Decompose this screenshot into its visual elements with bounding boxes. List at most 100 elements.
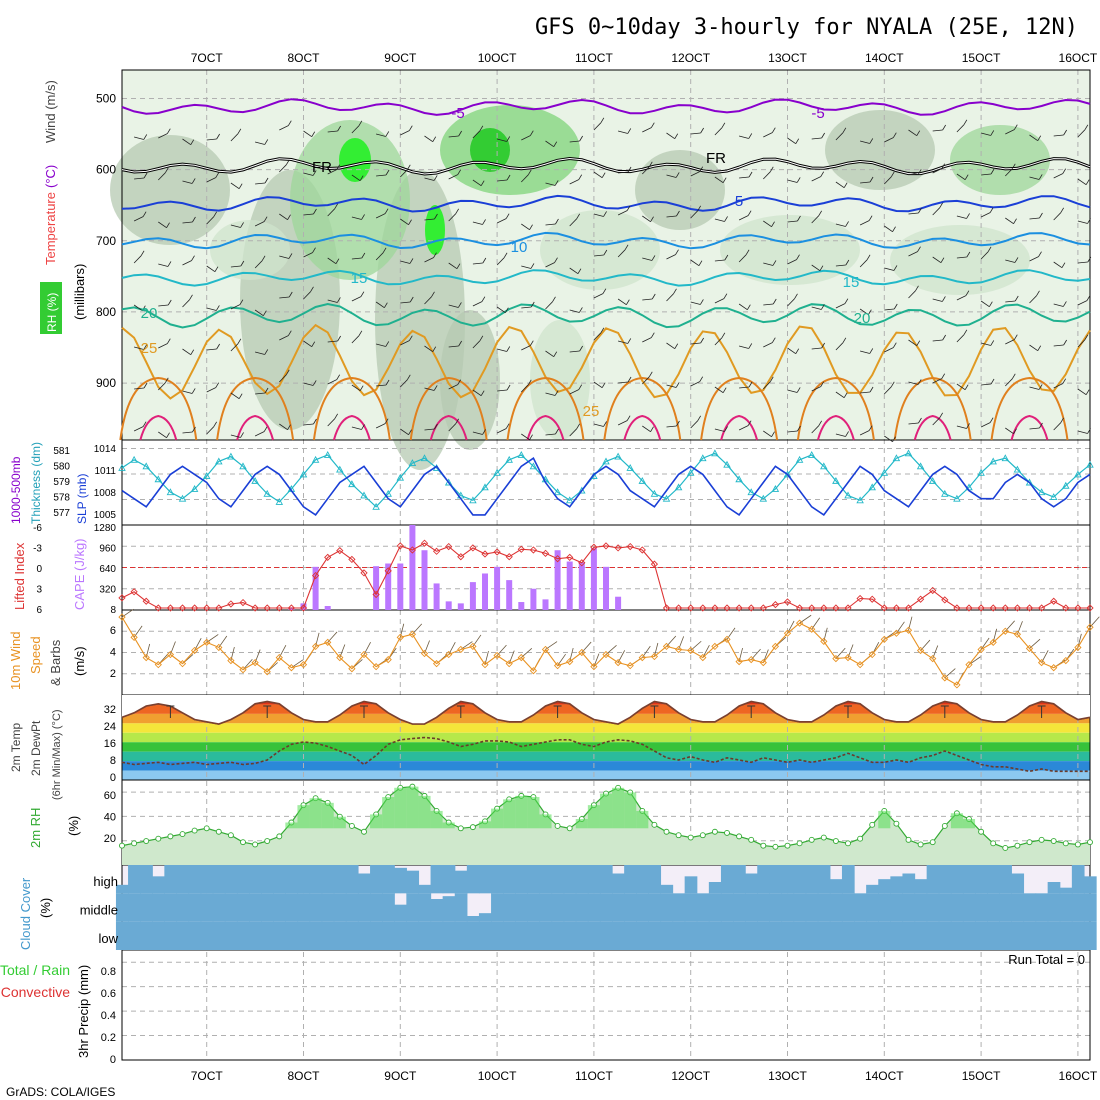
wind-barb: [859, 430, 870, 436]
cape-bar: [385, 563, 392, 610]
wind-barb: [714, 176, 724, 183]
series-point: [844, 653, 852, 662]
series-line: [121, 700, 1091, 725]
wind-barb: [158, 263, 169, 267]
tick-label: 1005: [94, 510, 117, 521]
wind-barb: [917, 169, 922, 175]
isotherm-arc: [332, 414, 371, 441]
wind-barb: [860, 350, 870, 354]
series-point: [820, 637, 828, 645]
cloud-bar: [962, 921, 976, 950]
isotherm-arc: [409, 376, 488, 441]
cloud-bar: [224, 865, 238, 894]
wind-barb: [434, 213, 438, 220]
wind-barb: [932, 417, 940, 426]
cloud-bar: [781, 921, 795, 950]
cloud-bar: [1023, 921, 1037, 950]
series-point: [699, 653, 707, 662]
wind-barb: [503, 252, 508, 259]
cloud-bar: [660, 921, 674, 950]
wind-barb: [545, 140, 554, 147]
cloud-bar: [321, 893, 335, 922]
wind-barb: [472, 301, 483, 307]
series-point: [203, 825, 210, 832]
series-point: [663, 828, 670, 835]
cape-bar: [603, 566, 609, 610]
day-label-top: 12OCT: [671, 51, 710, 65]
wind-barb: [642, 127, 652, 133]
wind-barb: [1084, 124, 1089, 131]
wind-barb: [327, 379, 337, 385]
wind-barb: [940, 257, 945, 263]
cloud-bar: [539, 865, 553, 894]
wind-barb: [917, 246, 921, 252]
series-point: [916, 462, 925, 470]
cloud-bar: [491, 893, 504, 922]
series-point: [408, 630, 417, 638]
wind-barb: [651, 255, 656, 261]
series-point: [553, 555, 562, 563]
rh-fill: [491, 808, 504, 829]
series-point: [1087, 839, 1093, 846]
series-point: [1013, 630, 1022, 638]
wind-barb: [327, 208, 335, 217]
wind-barb: [164, 167, 169, 174]
series-point: [578, 648, 586, 657]
wind-barb: [675, 172, 680, 178]
wind-barb: [690, 381, 700, 387]
cloud-bar: [212, 893, 226, 922]
cloud-bar: [370, 921, 383, 950]
series-point: [857, 835, 864, 842]
wind-barb: [763, 220, 772, 227]
cloud-bar: [769, 865, 783, 894]
wind-barb: [279, 164, 287, 173]
series-point: [1062, 604, 1070, 612]
rh-fill: [539, 814, 552, 829]
wind-barb: [1077, 178, 1087, 185]
wind-barb: [287, 120, 292, 126]
series-point: [638, 476, 647, 484]
wind-barb: [482, 429, 486, 435]
wind-barb: [215, 382, 220, 388]
wind-barb: [763, 303, 774, 306]
wind-barb: [285, 369, 290, 376]
wind-barb: [424, 218, 435, 221]
wind-barb: [351, 296, 362, 302]
cloud-bar: [769, 921, 783, 950]
wind-barb: [433, 175, 438, 181]
wind-barb: [956, 295, 967, 301]
wind-barb: [593, 423, 604, 427]
wind-barb: [794, 293, 798, 300]
series-point: [275, 653, 283, 662]
wind-barb: [457, 379, 462, 385]
wind-barb: [312, 247, 316, 253]
series-point: [155, 835, 162, 842]
wind-barb: [868, 309, 872, 315]
wind-barb: [843, 182, 848, 188]
panel-label: Thickness (dm): [29, 442, 43, 524]
series-point: [724, 829, 730, 836]
wind-barb: [835, 264, 846, 267]
wind-barb: [747, 210, 752, 216]
isotherm-line: [121, 157, 1091, 175]
rh-fill: [382, 797, 395, 829]
wind-barb: [1005, 427, 1014, 434]
wind-barb: [134, 346, 144, 350]
wind-barb: [835, 433, 846, 437]
series-point: [880, 635, 888, 643]
series-line: [121, 616, 1091, 686]
wind-barb: [408, 335, 413, 341]
wind-barb: [264, 349, 269, 355]
isotherm-arc: [913, 414, 952, 441]
series-point: [240, 839, 246, 846]
wind-barb: [1053, 134, 1064, 137]
tick-label: -6: [33, 523, 42, 534]
series-point: [311, 642, 320, 651]
tick-label: 32: [104, 704, 116, 716]
wind-barb: [408, 125, 413, 131]
series-point: [263, 668, 271, 676]
wind-barb: [313, 418, 317, 425]
cloud-bar: [926, 893, 940, 922]
cloud-bar: [563, 921, 577, 950]
series-point: [977, 645, 985, 654]
